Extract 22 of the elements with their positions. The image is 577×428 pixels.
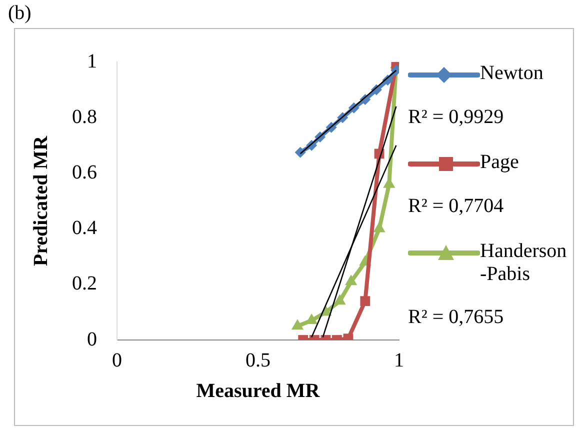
y-axis-title: Predicated MR bbox=[30, 135, 52, 266]
y-tick-label: 0.2 bbox=[72, 272, 97, 295]
y-tick-label: 0 bbox=[87, 328, 97, 350]
chart-title: (b) bbox=[8, 2, 32, 25]
text: R² = 0,7655 bbox=[408, 306, 505, 329]
x-tick-label: 0.5 bbox=[246, 349, 270, 372]
point bbox=[291, 319, 304, 330]
y-tick-label: 0.8 bbox=[72, 106, 97, 128]
x-tick-label: 0 bbox=[112, 349, 122, 372]
text: R² = 0,7704 bbox=[408, 195, 505, 218]
y-tick-label: 0.6 bbox=[72, 161, 97, 184]
point bbox=[345, 274, 358, 286]
y-tick-label: 0.4 bbox=[72, 217, 97, 240]
legend-label: Newton bbox=[480, 62, 544, 85]
y-tick-label: 1 bbox=[87, 50, 97, 72]
point bbox=[373, 222, 386, 232]
x-axis-title: Measured MR bbox=[196, 380, 320, 402]
point bbox=[334, 294, 346, 305]
legend-label: Handerson-Pabis bbox=[480, 240, 568, 286]
text: R² = 0,9929 bbox=[408, 106, 505, 129]
legend-label: Page bbox=[480, 151, 520, 174]
x-tick-label: 1 bbox=[394, 349, 404, 372]
